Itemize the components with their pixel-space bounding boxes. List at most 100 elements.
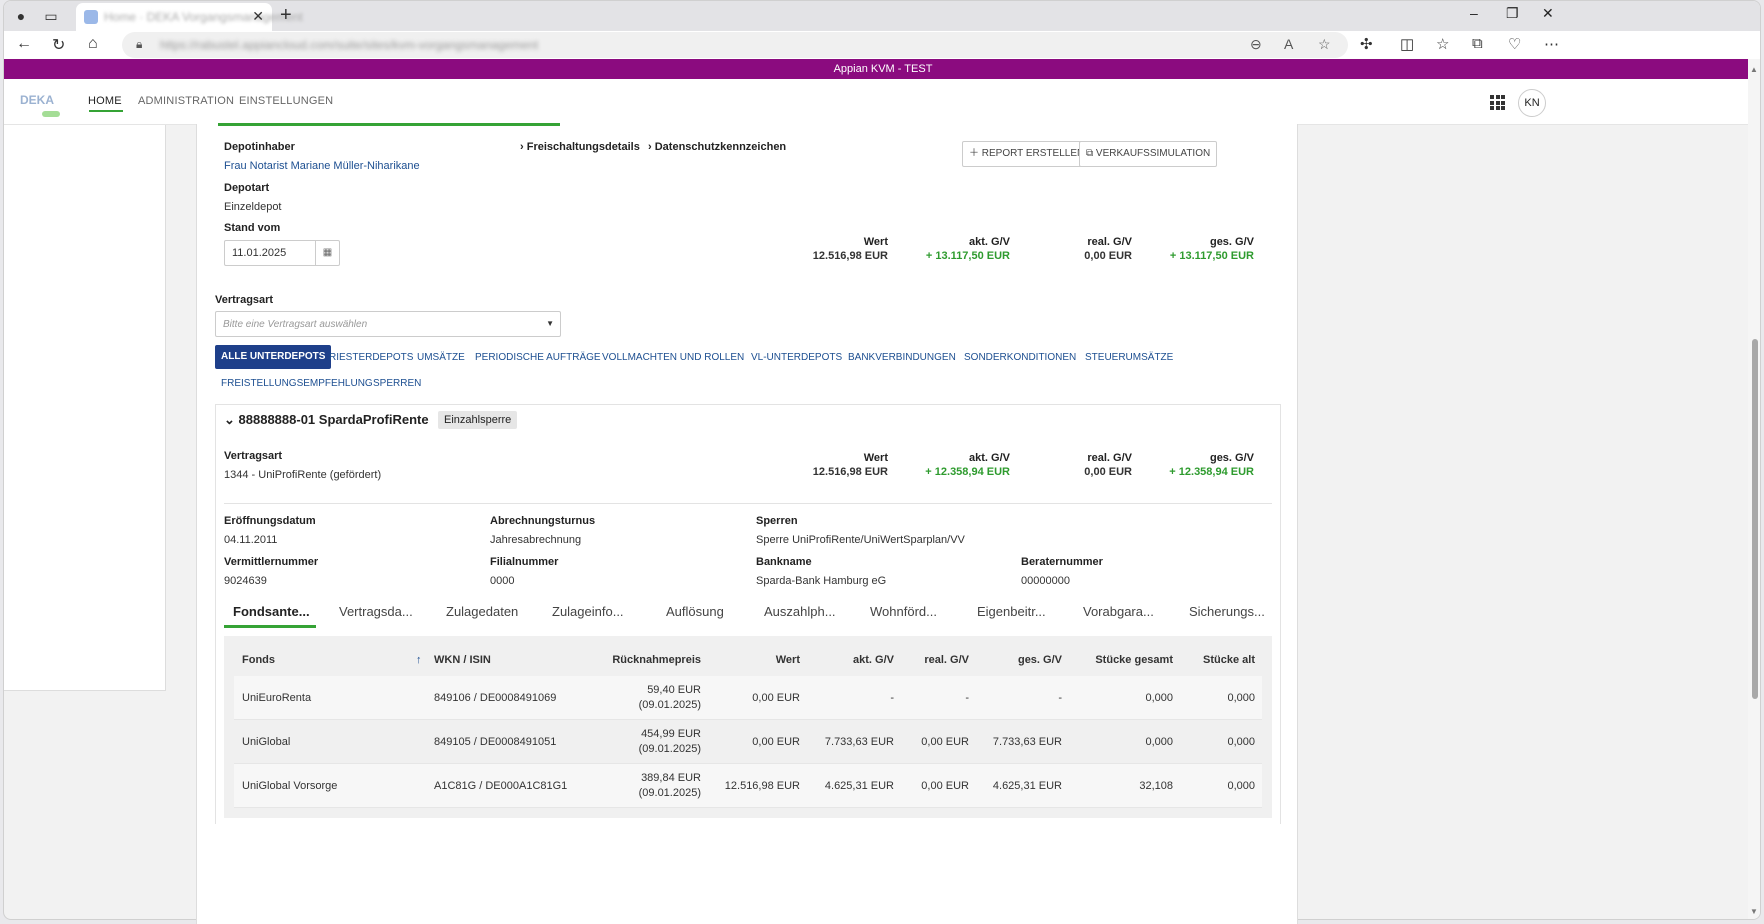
detail-label-filiale: Filialnummer <box>490 556 559 568</box>
cell-price: 454,99 EUR <box>641 728 701 740</box>
table-row: UniEuroRenta 849106 / DE0008491069 59,40… <box>234 676 1262 720</box>
header-wert[interactable]: Wert <box>775 654 800 666</box>
tab-sonderkonditionen[interactable]: SONDERKONDITIONEN <box>964 352 1077 363</box>
home-icon[interactable]: ⌂ <box>88 35 98 52</box>
header-stuecke-gesamt[interactable]: Stücke gesamt <box>1095 654 1173 666</box>
avatar[interactable]: KN <box>1518 89 1546 117</box>
header-wkn[interactable]: WKN / ISIN <box>434 654 491 666</box>
app-launcher-icon[interactable] <box>1490 95 1505 110</box>
release-details-link[interactable]: › Freischaltungsdetails <box>520 141 640 153</box>
header-ruecknahmepreis[interactable]: Rücknahmepreis <box>612 654 701 666</box>
subdepot-title[interactable]: ⌄ 88888888-01 SpardaProfiRente <box>224 412 429 428</box>
cell-price: 59,40 EUR <box>647 684 701 696</box>
privacy-link[interactable]: › Datenschutzkennzeichen <box>648 141 787 153</box>
cell-stueck: 0,000 <box>1145 692 1173 704</box>
divider <box>224 503 1272 504</box>
tab-sperren[interactable]: SPERREN <box>373 378 422 389</box>
detail-label-sperren: Sperren <box>756 515 798 527</box>
subtab-zulagedaten[interactable]: Zulagedaten <box>446 604 519 619</box>
browser-tab[interactable]: Home · DEKA Vorgangsmanagement ✕ <box>76 3 303 31</box>
sub-contract-value: 1344 - UniProfiRente (gefördert) <box>224 469 382 481</box>
subtab-vertragsdaten[interactable]: Vertragsda... <box>339 604 413 619</box>
scroll-up-icon[interactable]: ▲ <box>1750 65 1758 74</box>
minimize-icon[interactable]: – <box>1470 5 1478 21</box>
sub-contract-label: Vertragsart <box>224 450 283 462</box>
fund-link[interactable]: UniEuroRenta <box>242 692 312 704</box>
sales-simulation-button[interactable]: ⧉ VERKAUFSSIMULATION <box>1079 141 1218 167</box>
tab-steuerumsaetze[interactable]: STEUERUMSÄTZE <box>1085 352 1174 363</box>
address-row: ← ↻ ⌂ 🔒︎ https://rabustel.appiancloud.co… <box>4 31 1760 59</box>
subtab-active-indicator <box>224 625 316 628</box>
detail-label-eroeffnung: Eröffnungsdatum <box>224 515 316 527</box>
detail-label-abrechnung: Abrechnungsturnus <box>490 515 596 527</box>
profile-icon[interactable]: ● <box>16 8 26 24</box>
report-button[interactable]: ＋ REPORT ERSTELLEN <box>962 141 1092 167</box>
date-field[interactable]: 11.01.2025 ▦ <box>224 240 340 266</box>
favorite-star-icon[interactable]: ☆ <box>1318 36 1331 52</box>
summary-wert-label: Wert <box>863 236 888 248</box>
new-tab-button[interactable]: + <box>280 4 292 26</box>
subtab-auszahlphase[interactable]: Auszahlph... <box>764 604 836 619</box>
date-label: Stand vom <box>224 222 281 234</box>
window-close-icon[interactable]: ✕ <box>1542 5 1554 21</box>
read-aloud-icon[interactable]: A <box>1284 36 1294 52</box>
subtab-eigenbeitrag[interactable]: Eigenbeitr... <box>977 604 1046 619</box>
subtab-sicherung[interactable]: Sicherungs... <box>1189 604 1265 619</box>
header-real-gv[interactable]: real. G/V <box>924 654 969 666</box>
tab-riesterdepots[interactable]: RIESTERDEPOTS <box>329 352 414 363</box>
detail-label-bank: Bankname <box>756 556 812 568</box>
scrollbar-thumb[interactable] <box>1752 339 1758 699</box>
collections-icon[interactable]: ⧉ <box>1472 35 1483 52</box>
fund-link[interactable]: UniGlobal Vorsorge <box>242 780 338 792</box>
favorites-icon[interactable]: ☆ <box>1436 36 1450 53</box>
nav-home[interactable]: HOME <box>88 95 122 107</box>
more-menu-icon[interactable]: ⋯ <box>1544 36 1559 53</box>
tab-vl-unterdepots[interactable]: VL-UNTERDEPOTS <box>751 352 843 363</box>
header-ges-gv[interactable]: ges. G/V <box>1017 654 1062 666</box>
detail-value-abrechnung: Jahresabrechnung <box>490 534 582 546</box>
chevron-down-icon[interactable]: ⌄ <box>224 412 235 427</box>
contract-type-select[interactable]: Bitte eine Vertragsart auswählen ▼ <box>215 311 561 337</box>
split-screen-icon[interactable]: ◫ <box>1400 36 1415 53</box>
logo[interactable]: DEKA <box>14 85 62 119</box>
scrollbar[interactable]: ▲ ▼ <box>1748 59 1760 919</box>
subtab-aufloesung[interactable]: Auflösung <box>666 604 724 619</box>
zoom-icon[interactable]: ⊖ <box>1250 36 1262 52</box>
subtab-fondsanteile[interactable]: Fondsante... <box>233 604 310 619</box>
browser-essentials-icon[interactable]: ♡ <box>1508 36 1522 53</box>
extensions-icon[interactable]: ✣ <box>1360 36 1373 53</box>
back-icon[interactable]: ← <box>16 35 32 52</box>
subtab-vorabgarantie[interactable]: Vorabgara... <box>1083 604 1154 619</box>
restore-icon[interactable]: ❐ <box>1506 5 1519 21</box>
sort-asc-icon[interactable]: ↑ <box>416 654 422 666</box>
tab-actions-icon[interactable]: ▭ <box>44 8 58 24</box>
nav-administration[interactable]: ADMINISTRATION <box>138 95 235 107</box>
tab-umsaetze[interactable]: UMSÄTZE <box>417 352 465 363</box>
tab-alle-unterdepots[interactable]: ALLE UNTERDEPOTS <box>215 345 332 369</box>
nav-einstellungen[interactable]: EINSTELLUNGEN <box>239 95 334 107</box>
address-bar[interactable]: 🔒︎ https://rabustel.appiancloud.com/suit… <box>122 32 1348 58</box>
tab-bankverbindungen[interactable]: BANKVERBINDUNGEN <box>848 352 956 363</box>
scroll-down-icon[interactable]: ▼ <box>1750 907 1758 916</box>
sub-wert-value: 12.516,98 EUR <box>812 466 888 478</box>
detail-value-vermittler: 9024639 <box>224 575 267 587</box>
reload-icon[interactable]: ↻ <box>52 37 66 54</box>
table-row: UniGlobal 849105 / DE0008491051 454,99 E… <box>234 720 1262 764</box>
subtab-zulageinfo[interactable]: Zulageinfo... <box>552 604 624 619</box>
tab-close-icon[interactable]: ✕ <box>252 8 264 24</box>
calendar-icon[interactable]: ▦ <box>315 241 339 265</box>
detail-value-filiale: 0000 <box>490 575 515 587</box>
subtab-wohnfoerderung[interactable]: Wohnförd... <box>870 604 937 619</box>
header-stuecke-alt[interactable]: Stücke alt <box>1203 654 1255 666</box>
tab-vollmachten[interactable]: VOLLMACHTEN UND ROLLEN <box>602 352 745 363</box>
tab-strip: ● ▭ Home · DEKA Vorgangsmanagement ✕ + –… <box>4 1 1760 31</box>
summary-real-value: 0,00 EUR <box>1084 250 1132 262</box>
holder-name-link[interactable]: Frau Notarist Mariane Müller-Niharikane <box>224 160 420 172</box>
holder-label: Depotinhaber <box>224 141 295 153</box>
tab-freistellungsempfehlung[interactable]: FREISTELLUNGSEMPFEHLUNG <box>221 378 373 389</box>
detail-value-eroeffnung: 04.11.2011 <box>224 534 278 546</box>
header-akt-gv[interactable]: akt. G/V <box>853 654 894 666</box>
fund-link[interactable]: UniGlobal <box>242 736 291 748</box>
header-fonds[interactable]: Fonds <box>242 654 275 666</box>
tab-periodische-auftraege[interactable]: PERIODISCHE AUFTRÄGE <box>475 352 601 363</box>
